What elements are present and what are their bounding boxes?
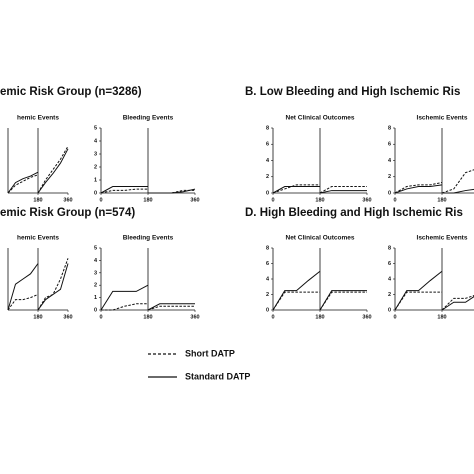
x-tick-label: 360: [362, 197, 371, 203]
series-line: [272, 186, 367, 194]
y-tick-label: 4: [94, 138, 98, 144]
series-line: [100, 188, 195, 194]
y-tick-label: 0: [94, 307, 97, 313]
legend-label: Short DATP: [185, 348, 235, 358]
series-line: [394, 184, 474, 194]
x-tick-label: 360: [63, 197, 72, 203]
x-tick-label: 180: [33, 197, 42, 203]
y-tick-label: 0: [388, 307, 391, 313]
x-tick-label: 180: [33, 314, 42, 320]
panel-title: D. High Bleeding and High Ischemic Ris: [245, 207, 463, 219]
legend-label: Standard DATP: [185, 371, 250, 381]
y-tick-label: 3: [94, 270, 97, 276]
y-tick-label: 8: [388, 245, 391, 251]
x-tick-label: 360: [190, 197, 199, 203]
panel-title: B. Low Bleeding and High Ischemic Ris: [245, 86, 460, 98]
x-tick-label: 0: [393, 314, 396, 320]
y-tick-label: 1: [94, 177, 97, 183]
y-tick-label: 8: [266, 245, 269, 251]
x-tick-label: 0: [99, 197, 102, 203]
y-tick-label: 4: [388, 158, 392, 164]
x-tick-label: 360: [190, 314, 199, 320]
y-tick-label: 4: [94, 258, 98, 264]
series-line: [272, 291, 367, 311]
y-tick-label: 0: [266, 307, 269, 313]
y-tick-label: 6: [266, 142, 269, 148]
x-tick-label: 180: [143, 314, 152, 320]
x-tick-label: 180: [315, 197, 324, 203]
x-tick-label: 360: [362, 314, 371, 320]
x-tick-label: 180: [143, 197, 152, 203]
y-tick-label: 4: [266, 276, 270, 282]
series-line: [272, 184, 367, 194]
chart-subtitle: Net Clinical Outcomes: [286, 115, 355, 122]
series-line: [100, 186, 196, 194]
panel-title: emic Risk Group (n=3286): [0, 86, 142, 98]
x-tick-label: 0: [271, 197, 274, 203]
series-line: [7, 258, 69, 311]
y-tick-label: 2: [94, 164, 97, 170]
chart-subtitle: Ischemic Events: [417, 115, 468, 122]
y-tick-label: 6: [266, 261, 269, 267]
chart-subtitle: Ischemic Events: [417, 235, 468, 242]
y-tick-label: 5: [94, 245, 97, 251]
series-line: [272, 270, 367, 311]
series-line: [394, 270, 474, 311]
y-tick-label: 0: [388, 190, 391, 196]
y-tick-label: 0: [266, 190, 269, 196]
y-tick-label: 1: [94, 295, 97, 301]
y-tick-label: 2: [266, 174, 269, 180]
x-tick-label: 180: [315, 314, 324, 320]
x-tick-label: 360: [63, 314, 72, 320]
y-tick-label: 6: [388, 142, 391, 148]
y-tick-label: 8: [388, 125, 391, 131]
series-line: [101, 303, 195, 311]
chart-subtitle: hemic Events: [17, 235, 59, 242]
y-tick-label: 5: [94, 125, 97, 131]
panel-title: emic Risk Group (n=574): [0, 207, 135, 219]
chart-subtitle: hemic Events: [17, 115, 59, 122]
y-tick-label: 2: [388, 292, 391, 298]
x-tick-label: 0: [271, 314, 274, 320]
series-line: [7, 148, 69, 194]
series-line: [394, 291, 474, 311]
chart-subtitle: Bleeding Events: [123, 235, 174, 242]
x-tick-label: 180: [437, 314, 446, 320]
y-tick-label: 2: [94, 283, 97, 289]
x-tick-label: 0: [393, 197, 396, 203]
y-tick-label: 6: [388, 261, 391, 267]
y-tick-label: 8: [266, 125, 269, 131]
y-tick-label: 4: [266, 158, 270, 164]
y-tick-label: 2: [266, 292, 269, 298]
y-tick-label: 4: [388, 276, 392, 282]
chart-subtitle: Bleeding Events: [123, 115, 174, 122]
chart-subtitle: Net Clinical Outcomes: [286, 235, 355, 242]
series-line: [7, 263, 69, 311]
y-tick-label: 0: [94, 190, 97, 196]
series-line: [7, 145, 69, 194]
series-line: [100, 284, 195, 311]
y-tick-label: 2: [388, 174, 391, 180]
x-tick-label: 0: [99, 314, 102, 320]
y-tick-label: 3: [94, 151, 97, 157]
x-tick-label: 180: [437, 197, 446, 203]
series-line: [394, 169, 474, 194]
